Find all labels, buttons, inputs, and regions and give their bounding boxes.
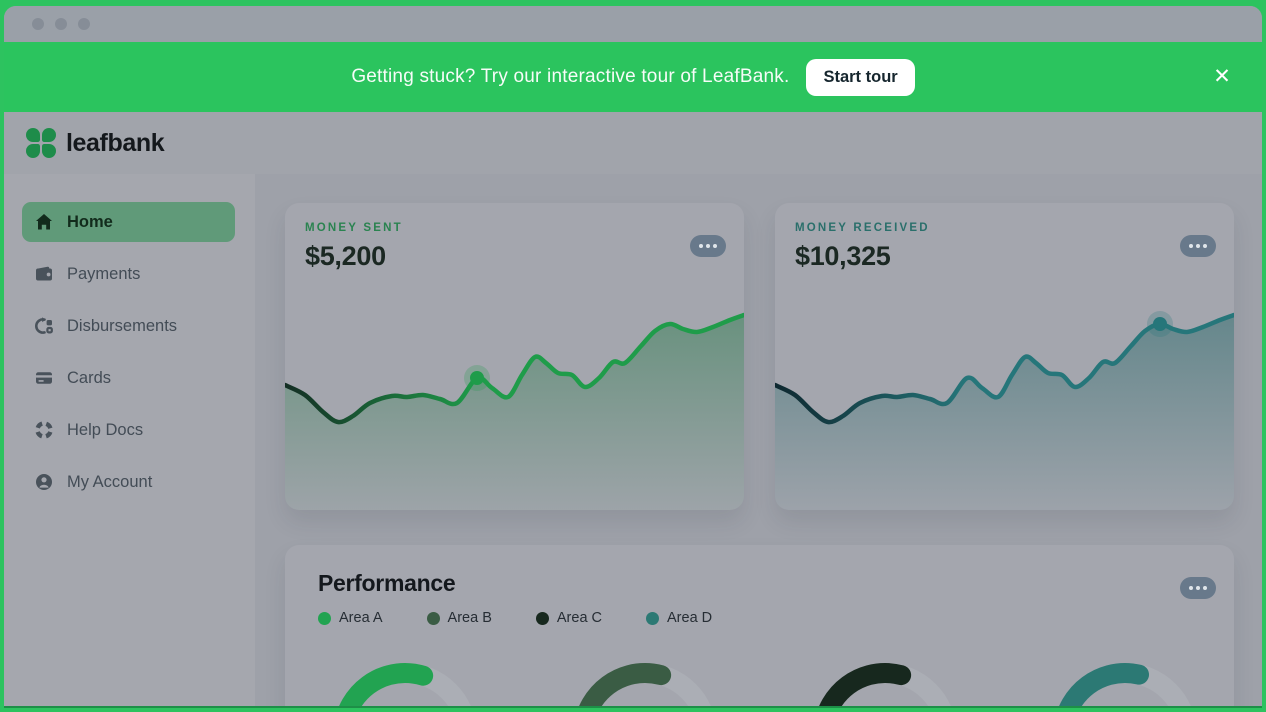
money-received-value: $10,325 — [795, 241, 891, 271]
window-dot — [78, 18, 90, 30]
money-sent-value: $5,200 — [305, 241, 386, 271]
home-icon — [34, 212, 54, 232]
app-header: leafbank — [4, 112, 1262, 174]
more-options-button[interactable] — [1180, 235, 1216, 257]
legend-item: Area A — [318, 610, 383, 626]
money-received-chart — [775, 300, 1234, 510]
tour-banner-message: Getting stuck? Try our interactive tour … — [351, 66, 790, 87]
money-sent-chart — [285, 300, 744, 510]
more-options-button[interactable] — [1180, 577, 1216, 599]
legend-label: Area C — [556, 610, 603, 626]
sidebar-item-payments[interactable]: Payments — [22, 254, 235, 294]
sidebar-item-label: Payments — [67, 264, 141, 283]
performance-title: Performance — [318, 570, 456, 596]
money-received-label: MONEY RECEIVED — [795, 222, 930, 234]
sidebar-item-help-docs[interactable]: Help Docs — [22, 410, 235, 450]
window-dot — [55, 18, 67, 30]
credit-card-icon — [34, 368, 54, 388]
legend-label: Area A — [339, 610, 383, 626]
lifebuoy-icon — [34, 420, 54, 440]
legend-dot — [318, 611, 331, 625]
sidebar: Home Payments Disbursements — [4, 174, 255, 706]
money-received-card: MONEY RECEIVED $10,325 — [775, 203, 1234, 510]
wallet-icon — [34, 264, 54, 284]
window-titlebar — [4, 6, 1262, 42]
sidebar-item-my-account[interactable]: My Account — [22, 462, 235, 502]
sidebar-item-disbursements[interactable]: Disbursements — [22, 306, 235, 346]
performance-gauge — [790, 640, 980, 706]
performance-card: Performance Area A Area B — [285, 545, 1234, 706]
legend-item: Area C — [535, 610, 603, 626]
app-window: Getting stuck? Try our interactive tour … — [4, 6, 1262, 708]
sidebar-item-label: Disbursements — [67, 316, 178, 335]
split-arrows-icon — [34, 316, 54, 336]
performance-gauge — [1030, 640, 1220, 706]
sidebar-item-cards[interactable]: Cards — [22, 358, 235, 398]
sidebar-item-label: Cards — [67, 368, 112, 387]
legend-dot — [535, 611, 549, 625]
sidebar-item-label: My Account — [67, 472, 153, 491]
close-icon[interactable]: ✕ — [1206, 61, 1238, 93]
legend-item: Area D — [646, 610, 712, 626]
app-root: leafbank Home Payments — [4, 112, 1262, 706]
brand-name: leafbank — [66, 128, 165, 157]
more-options-button[interactable] — [690, 235, 726, 257]
legend-label: Area B — [447, 610, 492, 626]
legend-item: Area B — [426, 610, 492, 626]
money-sent-card: MONEY SENT $5,200 — [285, 203, 744, 510]
user-circle-icon — [34, 472, 54, 492]
money-sent-label: MONEY SENT — [305, 222, 403, 234]
tour-banner: Getting stuck? Try our interactive tour … — [4, 42, 1262, 112]
performance-gauge — [550, 640, 740, 706]
performance-legend: Area A Area B Area C Area D — [318, 610, 1202, 626]
sidebar-item-label: Help Docs — [67, 420, 144, 439]
performance-gauges — [310, 640, 1202, 706]
window-dot — [32, 18, 44, 30]
performance-gauge — [310, 640, 500, 706]
sidebar-item-label: Home — [67, 212, 113, 231]
legend-dot — [426, 611, 440, 625]
start-tour-button[interactable]: Start tour — [806, 58, 915, 96]
legend-label: Area D — [667, 610, 713, 626]
legend-dot — [646, 611, 660, 625]
sidebar-item-home[interactable]: Home — [22, 202, 235, 242]
leafbank-logo-icon — [26, 128, 56, 158]
main-content: MONEY SENT $5,200 MONEY RECEIVED $10,325 — [255, 174, 1262, 706]
